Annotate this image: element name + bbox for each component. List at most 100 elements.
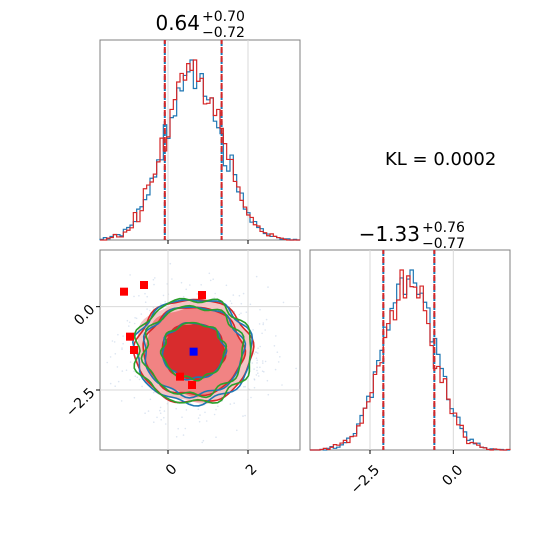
p2d-sample-point <box>262 323 265 326</box>
p2d-sample-point <box>144 292 146 295</box>
p2d-sample-point <box>162 294 165 297</box>
p2d-sample-point <box>261 332 263 335</box>
p2d-sample-point <box>253 353 255 355</box>
p2d-sample-point <box>259 366 261 369</box>
p2d-sample-point <box>295 367 297 370</box>
p2d-sample-point <box>93 380 95 382</box>
p2d-sample-point <box>121 347 123 349</box>
p2d-sample-point <box>182 434 185 436</box>
p2d-sample-point <box>164 300 166 303</box>
p2d-sample-point <box>185 409 188 411</box>
p2d-sample-point <box>180 281 183 284</box>
p2d-sample-point <box>204 411 206 414</box>
p2d-sample-point <box>213 413 216 416</box>
p2d-sample-point <box>189 402 192 405</box>
p2d-sample-point <box>106 361 108 364</box>
p2d-sample-point <box>238 294 241 297</box>
p2d-sample-point <box>163 416 165 419</box>
p2d-sample-point <box>141 385 143 388</box>
p2d-sample-point <box>256 352 259 354</box>
p2d-sample-point <box>163 410 166 412</box>
p2d-sample-point <box>249 303 252 306</box>
p2d-sample-point <box>213 297 215 299</box>
p2d-sample-point <box>160 303 162 305</box>
p1-histograms <box>99 59 300 241</box>
p2d-sample-point <box>256 369 258 372</box>
p2d-sample-point <box>114 385 116 388</box>
p2d-sample-point <box>257 372 259 375</box>
p2d-sample-point <box>267 393 270 396</box>
p2d-sample-point <box>264 329 267 331</box>
p3-xtick-label: −2.5 <box>348 462 383 497</box>
p2d-sample-point <box>153 283 155 286</box>
p2d-sample-point <box>184 427 187 430</box>
p2d-sample-point <box>245 311 248 314</box>
p1-title-value: 0.64 <box>155 11 200 35</box>
p2d-sample-point <box>152 306 155 309</box>
p2d-sample-point <box>160 419 162 421</box>
p2d-sample-point <box>215 436 217 439</box>
p2d-sample-point <box>255 275 258 278</box>
p2d-sample-point <box>177 427 179 430</box>
p2d-sample-point <box>257 347 259 350</box>
p2d-sample-point <box>212 278 214 281</box>
p3-title-minus: −0.77 <box>422 236 465 252</box>
p2d-sample-point <box>282 301 285 304</box>
p2d-sample-point <box>244 385 246 388</box>
panel-2d: 0 2 0.0 −2.5 <box>63 249 301 479</box>
p2d-sample-point <box>120 400 123 402</box>
p2d-sample-point <box>256 366 258 369</box>
p2d-red-marker <box>140 281 148 289</box>
p2d-red-marker <box>198 291 206 299</box>
p2d-sample-point <box>229 403 232 405</box>
p2d-sample-point <box>254 351 257 353</box>
p2d-xtick-label: 2 <box>243 461 261 479</box>
p2d-sample-point <box>122 335 124 337</box>
p2d-sample-point <box>175 436 178 438</box>
p2d-sample-point <box>217 405 219 408</box>
p2d-sample-point <box>243 386 245 388</box>
p2d-sample-point <box>279 356 281 358</box>
p2d-sample-point <box>266 379 269 382</box>
p2d-sample-point <box>114 353 117 355</box>
p2d-sample-point <box>274 368 277 371</box>
p2d-sample-point <box>200 284 202 286</box>
p2d-sample-point <box>135 317 138 320</box>
p2d-sample-point <box>240 302 243 305</box>
p2d-sample-point <box>253 386 256 389</box>
p1-title-minus: −0.72 <box>202 25 245 41</box>
p2d-sample-point <box>122 342 124 345</box>
p2d-sample-point <box>125 369 128 372</box>
p2d-sample-point <box>198 420 201 423</box>
p2d-red-marker <box>120 287 128 296</box>
p2d-sample-point <box>121 348 123 351</box>
p2d-sample-point <box>136 376 139 379</box>
p2d-sample-point <box>232 294 235 296</box>
p2d-sample-point <box>189 284 191 286</box>
p2d-sample-point <box>256 362 258 364</box>
p2d-sample-point <box>138 295 140 297</box>
p2d-sample-point <box>175 407 177 410</box>
p2d-sample-point <box>225 284 228 287</box>
p2d-sample-point <box>152 278 155 281</box>
p2d-sample-point <box>126 319 129 322</box>
p2d-sample-point <box>262 362 264 364</box>
p2d-sample-point <box>252 329 254 331</box>
p2d-sample-point <box>242 292 245 295</box>
p2d-sample-point <box>149 398 152 401</box>
p2d-sample-point <box>201 441 203 444</box>
p2d-sample-point <box>159 409 161 412</box>
p2d-sample-point <box>244 414 246 417</box>
p2d-sample-point <box>261 370 264 373</box>
p2d-sample-point <box>129 379 131 381</box>
p3-histograms <box>310 269 511 451</box>
p2d-sample-point <box>116 366 119 368</box>
p2d-sample-point <box>171 278 173 280</box>
p3-ticks: −2.5 0.0 <box>348 450 466 498</box>
p2d-sample-point <box>262 322 265 324</box>
p2d-sample-point <box>117 333 119 336</box>
p1-frame <box>99 39 301 241</box>
p2d-ytick-label: 0.0 <box>71 302 98 329</box>
p2d-sample-point <box>121 370 124 372</box>
p2d-sample-point <box>264 360 267 363</box>
